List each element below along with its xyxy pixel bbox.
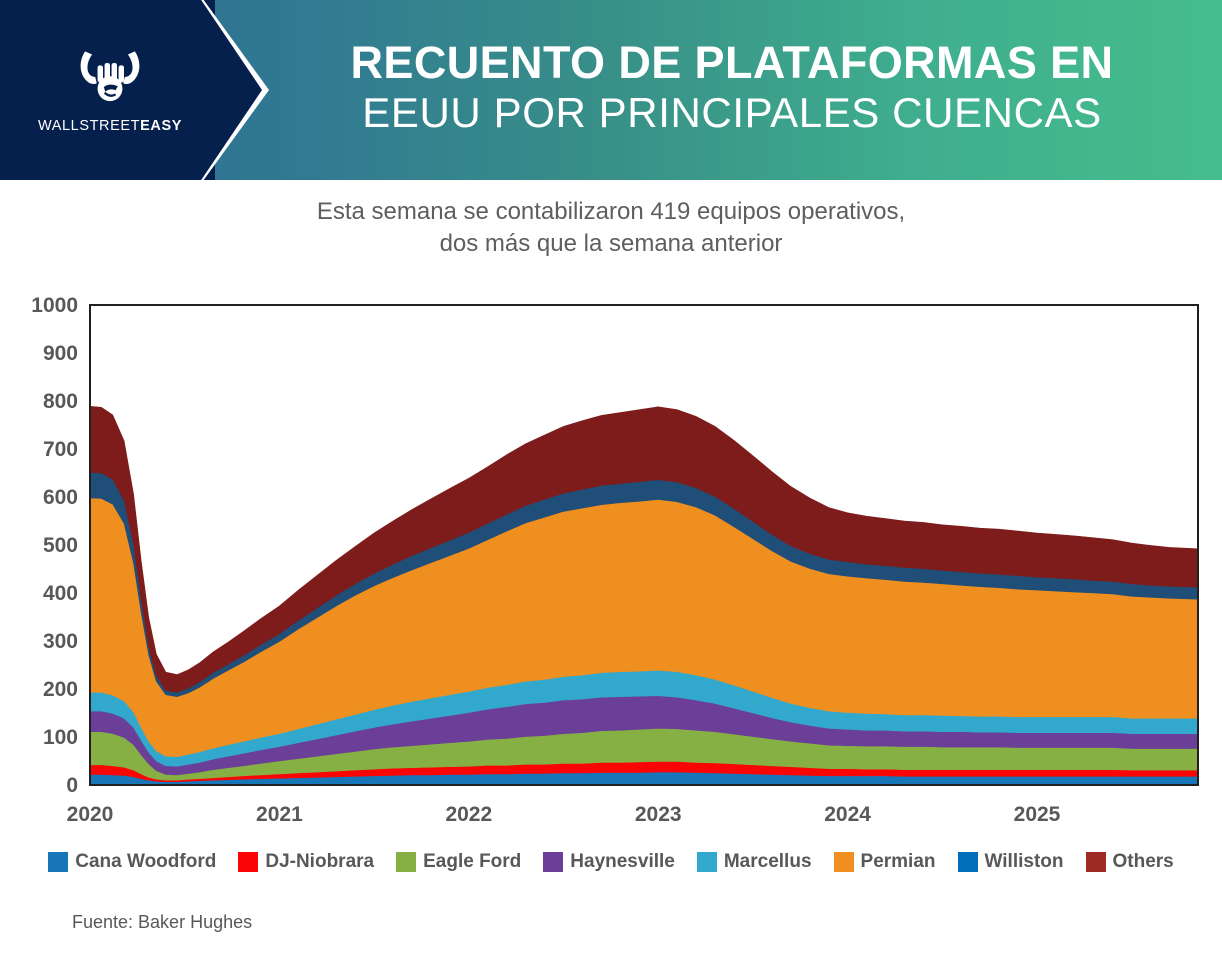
legend-swatch-icon (543, 852, 564, 872)
page-title: RECUENTO DE PLATAFORMAS EN (350, 36, 1114, 88)
brand-word-right: EASY (140, 118, 183, 134)
legend-item-cana-woodford[interactable]: Cana Woodford (48, 851, 216, 873)
y-tick-label: 0 (66, 774, 78, 797)
x-tick-label: 2021 (256, 803, 303, 826)
bull-fist-icon (80, 51, 140, 102)
brand-logo: WALLSTREETEASY (30, 28, 190, 148)
brand-wordmark: WALLSTREETEASY (38, 118, 182, 134)
x-axis-labels: 2020 2021 2022 2023 2024 2025 (67, 803, 1061, 826)
x-tick-label: 2020 (67, 803, 114, 826)
legend-swatch-icon (957, 852, 978, 872)
y-tick-label: 300 (43, 630, 78, 653)
legend-item-marcellus[interactable]: Marcellus (696, 851, 812, 873)
y-tick-label: 700 (43, 438, 78, 461)
legend-swatch-icon (833, 852, 854, 872)
legend-swatch-icon (1085, 852, 1106, 872)
legend-label: Eagle Ford (423, 851, 522, 872)
x-tick-label: 2023 (635, 803, 682, 826)
plot-series-group (89, 405, 1199, 786)
chart-subtitle-line2: dos más que la semana anterior (439, 229, 783, 257)
x-tick-label: 2024 (824, 803, 871, 826)
page-header: WALLSTREETEASY RECUENTO DE PLATAFORMAS E… (0, 0, 1222, 180)
legend-label: Haynesville (570, 851, 675, 872)
y-tick-label: 500 (43, 534, 78, 557)
legend-label: Permian (860, 851, 936, 872)
header-title-block: RECUENTO DE PLATAFORMAS EN EEUU POR PRIN… (262, 18, 1202, 158)
legend-item-williston[interactable]: Williston (957, 851, 1064, 873)
chart-container: 0 100 200 300 400 500 600 700 800 900 1000 2020 202… (0, 288, 1222, 848)
chart-legend: Cana Woodford DJ-Niobrara Eagle Ford Haynes… (0, 846, 1222, 878)
y-tick-label: 1000 (31, 294, 78, 317)
legend-label: Marcellus (723, 851, 812, 872)
y-tick-label: 800 (43, 390, 78, 413)
x-tick-label: 2022 (445, 803, 492, 826)
logo-arrow-fill (186, 0, 262, 180)
legend-item-permian[interactable]: Permian (833, 851, 936, 873)
legend-swatch-icon (238, 852, 259, 872)
legend-item-others[interactable]: Others (1085, 851, 1174, 873)
brand-word-left: WALLSTREET (37, 118, 141, 134)
legend-swatch-icon (48, 852, 69, 872)
plot-frame (89, 304, 1199, 786)
legend-swatch-icon (396, 852, 417, 872)
chart-subtitle: Esta semana se contabilizaron 419 equipo… (0, 196, 1222, 259)
y-tick-label: 900 (43, 342, 78, 365)
legend-label: Williston (984, 851, 1064, 872)
chart-subtitle-line1: Esta semana se contabilizaron 419 equipo… (316, 198, 906, 225)
page-subtitle-heading: EEUU POR PRINCIPALES CUENCAS (362, 89, 1102, 137)
legend-label: DJ-Niobrara (265, 851, 375, 872)
y-tick-label: 100 (43, 726, 78, 749)
y-tick-label: 600 (43, 486, 78, 509)
legend-item-haynesville[interactable]: Haynesville (543, 851, 675, 873)
y-tick-label: 200 (43, 678, 78, 701)
y-axis-labels: 0 100 200 300 400 500 600 700 800 900 1000 (31, 294, 78, 797)
legend-item-dj-niobrara[interactable]: DJ-Niobrara (238, 851, 374, 873)
legend-label: Others (1112, 851, 1174, 872)
source-note: Fuente: Baker Hughes (72, 912, 253, 932)
legend-swatch-icon (696, 852, 717, 872)
legend-label: Cana Woodford (75, 851, 217, 872)
legend-item-eagle-ford[interactable]: Eagle Ford (396, 851, 521, 873)
x-tick-label: 2025 (1014, 803, 1061, 826)
y-tick-label: 400 (43, 582, 78, 605)
